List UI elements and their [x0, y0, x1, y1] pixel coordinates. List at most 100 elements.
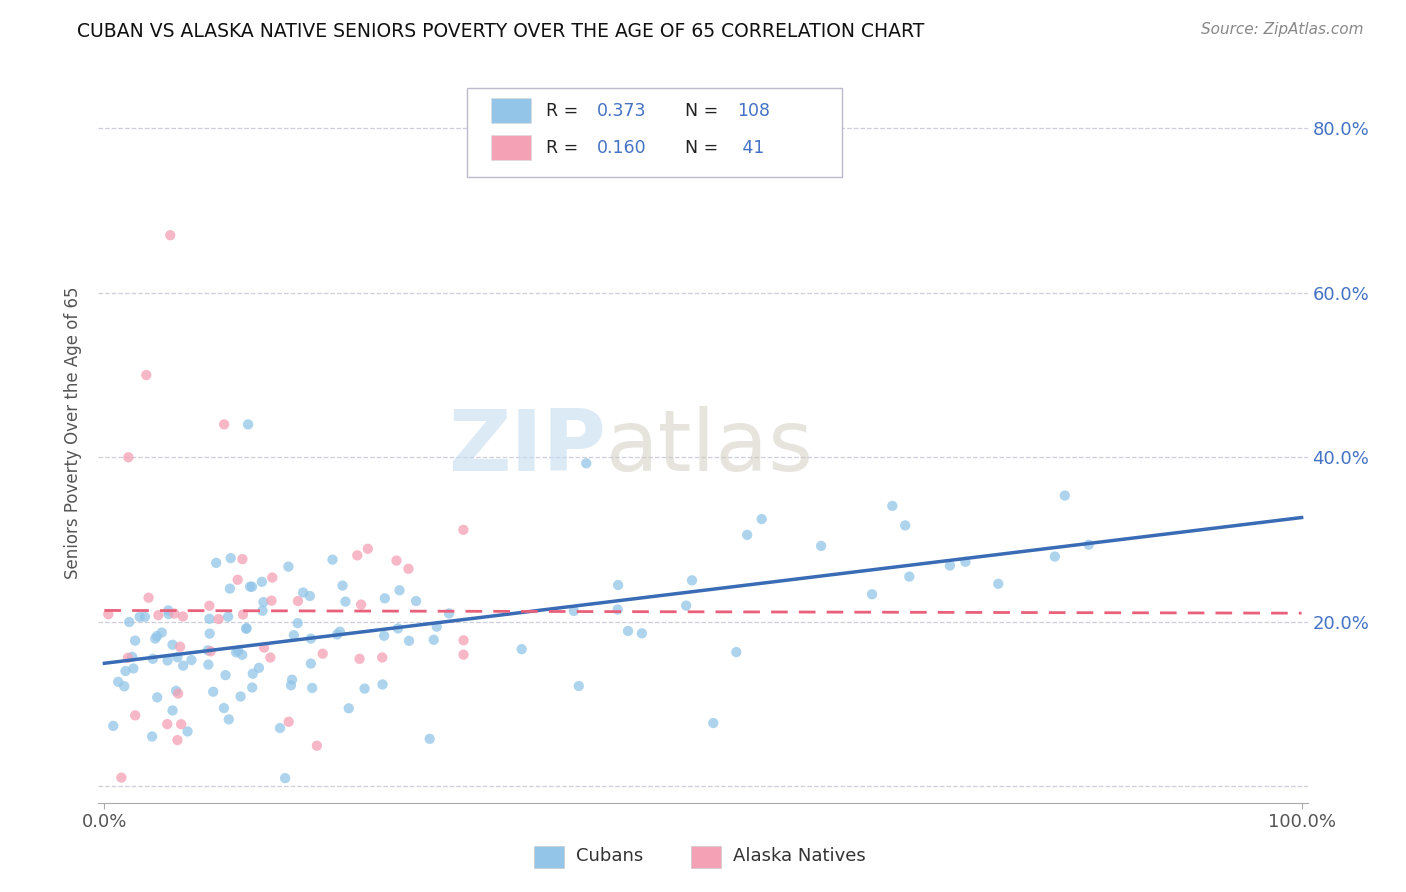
- Point: [681, 574, 703, 588]
- Point: [562, 604, 585, 618]
- Point: [121, 649, 143, 664]
- Point: [170, 717, 193, 731]
- Point: [252, 604, 274, 618]
- Point: [725, 645, 748, 659]
- Point: [236, 417, 259, 432]
- Point: [281, 673, 304, 687]
- Point: [103, 719, 125, 733]
- Point: [269, 721, 291, 735]
- Text: R =: R =: [546, 138, 583, 157]
- Point: [212, 417, 235, 432]
- Point: [231, 648, 253, 662]
- Point: [419, 731, 441, 746]
- Point: [277, 714, 299, 729]
- Point: [898, 569, 921, 583]
- Point: [253, 640, 276, 655]
- Point: [117, 450, 139, 465]
- Point: [371, 650, 394, 665]
- Text: Source: ZipAtlas.com: Source: ZipAtlas.com: [1201, 22, 1364, 37]
- Point: [335, 594, 357, 608]
- Point: [357, 541, 380, 556]
- Point: [235, 622, 257, 636]
- Point: [332, 578, 354, 592]
- Point: [860, 587, 883, 601]
- Point: [247, 661, 270, 675]
- Point: [218, 582, 240, 596]
- Point: [350, 598, 373, 612]
- Point: [349, 652, 371, 666]
- Point: [299, 657, 322, 671]
- Point: [242, 666, 264, 681]
- Point: [135, 368, 157, 382]
- Point: [212, 701, 235, 715]
- Point: [422, 632, 444, 647]
- Point: [371, 677, 394, 691]
- Point: [262, 570, 284, 584]
- Point: [166, 650, 188, 665]
- Point: [387, 622, 409, 636]
- Text: 41: 41: [737, 138, 765, 157]
- Point: [751, 512, 773, 526]
- Point: [157, 603, 180, 617]
- Point: [426, 620, 449, 634]
- Point: [205, 556, 228, 570]
- Point: [176, 724, 198, 739]
- Point: [329, 624, 352, 639]
- Point: [955, 555, 977, 569]
- Point: [346, 549, 368, 563]
- Point: [260, 593, 283, 607]
- Point: [702, 716, 724, 731]
- Point: [631, 626, 654, 640]
- Point: [405, 594, 427, 608]
- Point: [388, 583, 411, 598]
- Point: [122, 661, 145, 675]
- Point: [107, 674, 129, 689]
- Point: [287, 594, 309, 608]
- Point: [298, 589, 321, 603]
- Point: [337, 701, 360, 715]
- Text: ZIP: ZIP: [449, 406, 606, 489]
- Point: [124, 633, 146, 648]
- Point: [987, 577, 1010, 591]
- Point: [250, 574, 273, 589]
- Point: [396, 562, 419, 576]
- Point: [197, 657, 219, 672]
- Point: [240, 580, 263, 594]
- Point: [373, 629, 395, 643]
- FancyBboxPatch shape: [492, 136, 531, 160]
- Point: [321, 552, 343, 566]
- Point: [326, 627, 349, 641]
- Point: [675, 599, 697, 613]
- Point: [172, 609, 194, 624]
- Point: [301, 681, 323, 695]
- Point: [128, 610, 150, 624]
- Point: [114, 664, 136, 678]
- Point: [1077, 538, 1099, 552]
- FancyBboxPatch shape: [492, 98, 531, 123]
- Point: [229, 690, 252, 704]
- Point: [118, 615, 141, 629]
- Point: [231, 552, 253, 566]
- Point: [239, 580, 262, 594]
- Text: 0.160: 0.160: [596, 138, 647, 157]
- Point: [167, 687, 190, 701]
- Point: [287, 616, 309, 631]
- Point: [259, 650, 281, 665]
- Point: [162, 703, 184, 717]
- Point: [198, 599, 221, 613]
- Point: [218, 713, 240, 727]
- Point: [453, 633, 475, 648]
- Point: [385, 553, 408, 567]
- Point: [169, 640, 191, 654]
- Point: [240, 681, 263, 695]
- Point: [117, 650, 139, 665]
- Point: [374, 591, 396, 606]
- Point: [217, 609, 239, 624]
- Point: [312, 647, 335, 661]
- Point: [141, 730, 163, 744]
- Point: [353, 681, 375, 696]
- Point: [202, 684, 225, 698]
- Point: [146, 690, 169, 705]
- Point: [299, 632, 322, 646]
- Point: [200, 644, 222, 658]
